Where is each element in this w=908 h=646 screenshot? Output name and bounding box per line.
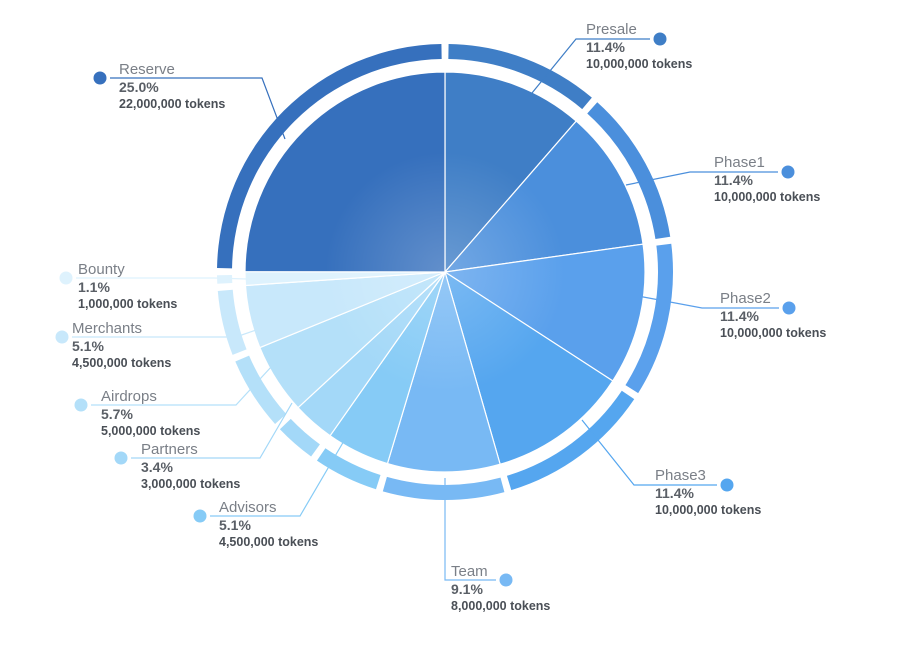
slice-label-tokens-reserve: 22,000,000 tokens <box>119 97 225 111</box>
slice-label-tokens-airdrops: 5,000,000 tokens <box>101 424 200 438</box>
legend-dot-airdrops <box>74 398 88 412</box>
ring-segment-reserve <box>217 44 442 269</box>
ring-segment-airdrops <box>235 355 287 424</box>
ring-segment-bounty <box>217 275 233 284</box>
legend-dot-team <box>499 573 513 587</box>
ring-segment-presale <box>448 44 592 110</box>
leader-line-phase1 <box>625 171 778 186</box>
slice-label-name-phase3: Phase3 <box>655 467 706 484</box>
ring-segment-phase1 <box>587 102 671 240</box>
leader-line-advisors <box>210 433 349 517</box>
legend-dot-bounty <box>59 271 73 285</box>
slice-label-tokens-team: 8,000,000 tokens <box>451 599 550 613</box>
slice-label-tokens-phase2: 10,000,000 tokens <box>720 326 826 340</box>
leader-line-merchants <box>72 327 263 338</box>
ring-segment-phase2 <box>625 243 673 394</box>
slice-label-name-phase2: Phase2 <box>720 290 771 307</box>
slice-label-name-team: Team <box>451 563 488 580</box>
slice-label-percent-advisors: 5.1% <box>219 517 251 533</box>
slice-label-name-phase1: Phase1 <box>714 154 765 171</box>
legend-dot-partners <box>114 451 128 465</box>
slice-label-name-airdrops: Airdrops <box>101 388 157 405</box>
legend-dot-presale <box>653 32 667 46</box>
slice-label-name-presale: Presale <box>586 21 637 38</box>
leader-lines <box>55 32 796 587</box>
slice-label-percent-phase2: 11.4% <box>720 308 759 324</box>
slice-label-percent-team: 9.1% <box>451 581 483 597</box>
slice-label-tokens-merchants: 4,500,000 tokens <box>72 356 171 370</box>
slice-label-name-reserve: Reserve <box>119 61 175 78</box>
slice-label-name-merchants: Merchants <box>72 320 142 337</box>
leader-line-phase3 <box>581 419 717 486</box>
slice-label-percent-reserve: 25.0% <box>119 79 159 95</box>
ring-segment-advisors <box>316 448 381 490</box>
slice-label-tokens-advisors: 4,500,000 tokens <box>219 535 318 549</box>
slice-label-percent-bounty: 1.1% <box>78 279 110 295</box>
leader-line-phase2 <box>637 295 779 309</box>
legend-dot-phase2 <box>782 301 796 315</box>
leader-line-presale <box>531 38 650 94</box>
legend-dot-phase3 <box>720 478 734 492</box>
slice-label-tokens-partners: 3,000,000 tokens <box>141 477 240 491</box>
slice-label-tokens-presale: 10,000,000 tokens <box>586 57 692 71</box>
leader-line-team <box>444 478 496 581</box>
outer-ring <box>217 44 673 501</box>
slice-label-tokens-phase3: 10,000,000 tokens <box>655 503 761 517</box>
leader-line-bounty <box>76 277 248 280</box>
leader-line-reserve <box>110 77 286 140</box>
legend-dot-advisors <box>193 509 207 523</box>
ring-segment-merchants <box>217 289 247 355</box>
slice-label-name-partners: Partners <box>141 441 198 458</box>
legend-dot-phase1 <box>781 165 795 179</box>
slice-label-percent-phase3: 11.4% <box>655 485 694 501</box>
slice-label-name-bounty: Bounty <box>78 261 125 278</box>
slice-label-tokens-phase1: 10,000,000 tokens <box>714 190 820 204</box>
slice-label-percent-presale: 11.4% <box>586 39 625 55</box>
slice-label-percent-airdrops: 5.7% <box>101 406 133 422</box>
legend-dot-merchants <box>55 330 69 344</box>
ring-segment-partners <box>279 418 320 457</box>
center-glow <box>325 152 565 392</box>
leader-line-airdrops <box>91 365 273 406</box>
slice-label-tokens-bounty: 1,000,000 tokens <box>78 297 177 311</box>
slice-label-percent-phase1: 11.4% <box>714 172 753 188</box>
ring-segment-phase3 <box>506 390 635 491</box>
ring-segment-team <box>382 476 505 501</box>
slice-label-percent-partners: 3.4% <box>141 459 173 475</box>
legend-dot-reserve <box>93 71 107 85</box>
leader-line-partners <box>131 402 293 459</box>
slice-label-percent-merchants: 5.1% <box>72 338 104 354</box>
slice-label-name-advisors: Advisors <box>219 499 277 516</box>
